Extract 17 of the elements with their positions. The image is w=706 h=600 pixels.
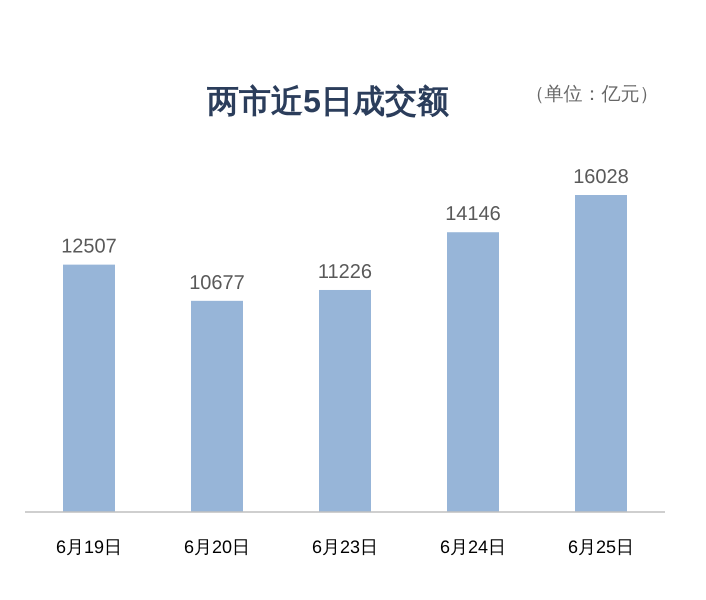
x-tick-label: 6月23日 bbox=[312, 537, 378, 557]
x-tick-label: 6月20日 bbox=[184, 537, 250, 557]
data-label: 11226 bbox=[318, 260, 372, 283]
bar bbox=[191, 300, 243, 512]
chart-title: 两市近5日成交额 bbox=[206, 83, 449, 119]
data-label: 12507 bbox=[61, 236, 117, 258]
data-label: 14146 bbox=[445, 203, 501, 226]
bar bbox=[575, 195, 627, 512]
x-tick-label: 6月24日 bbox=[440, 537, 506, 557]
data-label: 16028 bbox=[573, 166, 629, 188]
bar bbox=[447, 232, 499, 512]
bar bbox=[319, 290, 371, 512]
x-tick-label: 6月25日 bbox=[568, 537, 634, 557]
bar bbox=[63, 264, 115, 512]
x-tick-label: 6月19日 bbox=[56, 537, 122, 557]
data-label: 10677 bbox=[189, 272, 245, 294]
chart-subtitle: （单位：亿元） bbox=[526, 84, 658, 105]
